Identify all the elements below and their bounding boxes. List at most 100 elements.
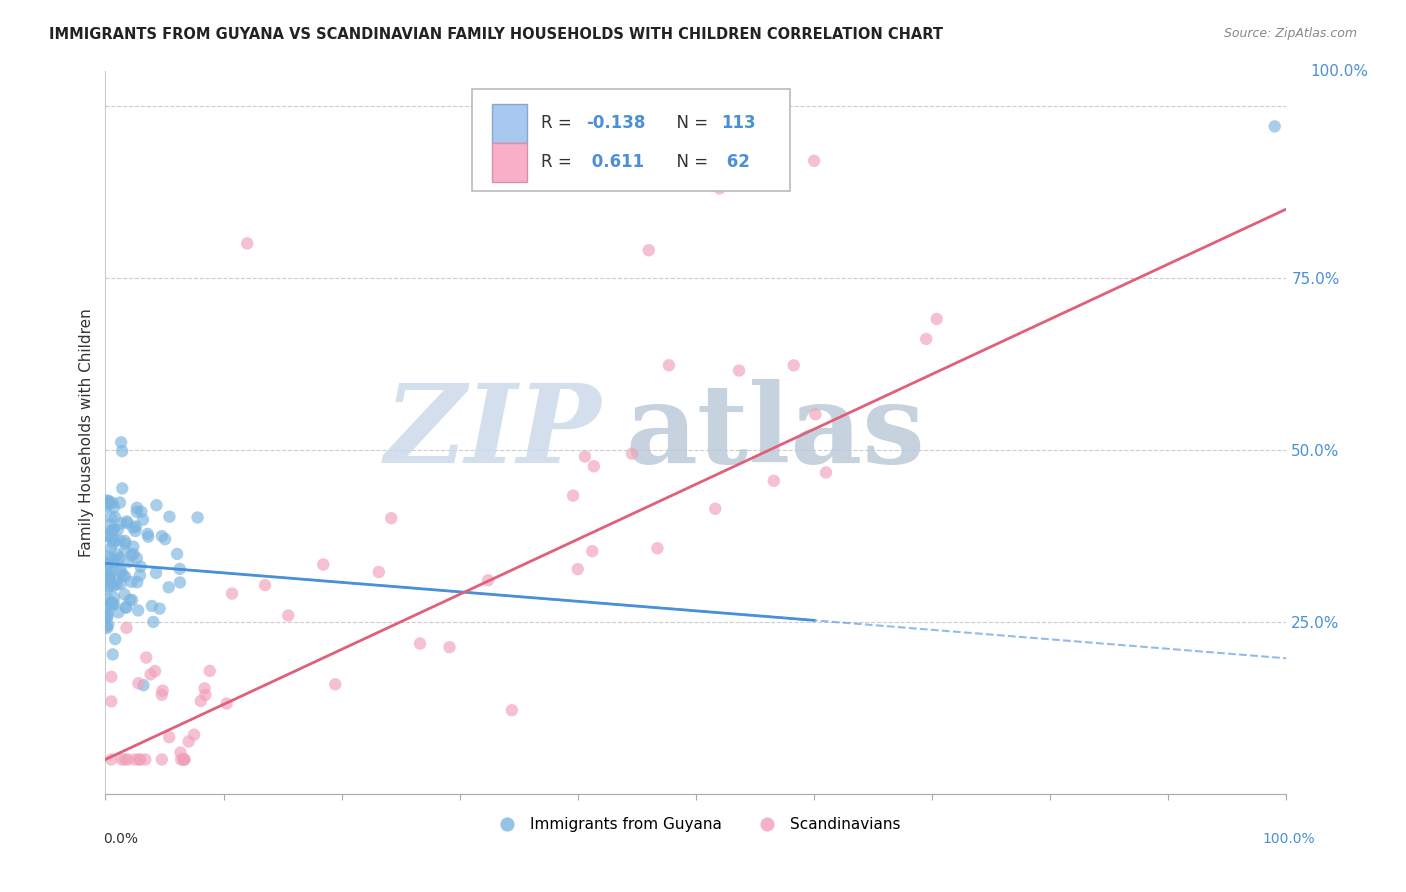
Point bbox=[323, 677, 346, 691]
Point bbox=[98, 580, 121, 594]
Point bbox=[190, 694, 212, 708]
Point bbox=[96, 607, 118, 621]
Point bbox=[105, 553, 128, 567]
Point bbox=[98, 495, 121, 509]
Point bbox=[114, 536, 136, 550]
Point bbox=[131, 505, 153, 519]
Point bbox=[96, 529, 118, 543]
Legend: Immigrants from Guyana, Scandinavians: Immigrants from Guyana, Scandinavians bbox=[485, 811, 907, 838]
Point bbox=[97, 607, 120, 622]
Point bbox=[139, 667, 162, 681]
Point bbox=[96, 574, 118, 588]
Y-axis label: Family Households with Children: Family Households with Children bbox=[79, 309, 94, 557]
Point bbox=[96, 529, 118, 543]
Point bbox=[100, 670, 122, 684]
Point bbox=[98, 568, 121, 582]
Point bbox=[111, 444, 134, 458]
Point bbox=[150, 752, 173, 766]
Point bbox=[277, 608, 299, 623]
FancyBboxPatch shape bbox=[492, 143, 527, 182]
Point bbox=[101, 496, 124, 510]
Point bbox=[804, 407, 827, 421]
Point bbox=[117, 752, 139, 766]
Point bbox=[118, 593, 141, 607]
Point bbox=[114, 600, 136, 615]
Text: atlas: atlas bbox=[626, 379, 925, 486]
Point bbox=[132, 678, 155, 692]
Point bbox=[96, 599, 118, 614]
Point bbox=[104, 632, 127, 646]
Point bbox=[111, 482, 134, 496]
Point bbox=[100, 510, 122, 524]
Point bbox=[125, 551, 148, 566]
Point bbox=[101, 648, 124, 662]
Point bbox=[658, 358, 681, 372]
Text: R =: R = bbox=[541, 153, 578, 171]
Point bbox=[135, 650, 157, 665]
Point bbox=[97, 618, 120, 632]
Point bbox=[103, 591, 125, 605]
Point bbox=[114, 533, 136, 548]
Point bbox=[124, 752, 146, 766]
Point bbox=[254, 578, 277, 592]
Point bbox=[127, 575, 149, 590]
Point bbox=[103, 523, 125, 537]
Point bbox=[141, 599, 163, 613]
Point bbox=[110, 565, 132, 579]
FancyBboxPatch shape bbox=[492, 103, 527, 144]
Point bbox=[98, 595, 121, 609]
Point bbox=[103, 579, 125, 593]
Point bbox=[96, 570, 118, 584]
Point bbox=[100, 752, 122, 766]
Point bbox=[108, 550, 131, 565]
Point bbox=[783, 359, 806, 373]
Point bbox=[762, 474, 785, 488]
Point bbox=[581, 544, 603, 558]
Point bbox=[122, 547, 145, 561]
Text: Source: ZipAtlas.com: Source: ZipAtlas.com bbox=[1223, 27, 1357, 40]
Point bbox=[709, 181, 731, 195]
Point bbox=[704, 501, 727, 516]
Point bbox=[125, 500, 148, 515]
Point bbox=[103, 555, 125, 569]
Point bbox=[110, 577, 132, 591]
Point bbox=[169, 575, 191, 590]
Point bbox=[103, 597, 125, 611]
Point bbox=[198, 664, 221, 678]
Point bbox=[114, 752, 136, 766]
Point bbox=[101, 523, 124, 537]
Point bbox=[136, 530, 159, 544]
Text: ZIP: ZIP bbox=[385, 379, 602, 486]
Text: IMMIGRANTS FROM GUYANA VS SCANDINAVIAN FAMILY HOUSEHOLDS WITH CHILDREN CORRELATI: IMMIGRANTS FROM GUYANA VS SCANDINAVIAN F… bbox=[49, 27, 943, 42]
Point bbox=[97, 571, 120, 585]
Point bbox=[153, 532, 176, 546]
Point bbox=[183, 728, 205, 742]
Point bbox=[127, 603, 149, 617]
Point bbox=[96, 572, 118, 586]
Point bbox=[621, 447, 644, 461]
Text: 100.0%: 100.0% bbox=[1263, 832, 1315, 846]
Point bbox=[117, 555, 139, 569]
Point bbox=[215, 697, 238, 711]
Point bbox=[107, 606, 129, 620]
Point bbox=[104, 533, 127, 548]
Point bbox=[96, 582, 118, 597]
Point bbox=[110, 516, 132, 531]
Point bbox=[122, 540, 145, 554]
Point bbox=[409, 636, 432, 650]
Point bbox=[134, 752, 156, 766]
Point bbox=[114, 587, 136, 601]
Point bbox=[121, 593, 143, 607]
Point bbox=[236, 236, 259, 251]
Point bbox=[129, 568, 152, 582]
Point bbox=[501, 703, 523, 717]
Point bbox=[98, 549, 121, 563]
Point bbox=[128, 752, 150, 766]
Point bbox=[97, 493, 120, 508]
Point bbox=[98, 552, 121, 566]
Point bbox=[145, 498, 167, 512]
Point bbox=[169, 562, 191, 576]
Point bbox=[170, 752, 193, 766]
Point bbox=[728, 363, 751, 377]
Text: 0.611: 0.611 bbox=[586, 153, 644, 171]
